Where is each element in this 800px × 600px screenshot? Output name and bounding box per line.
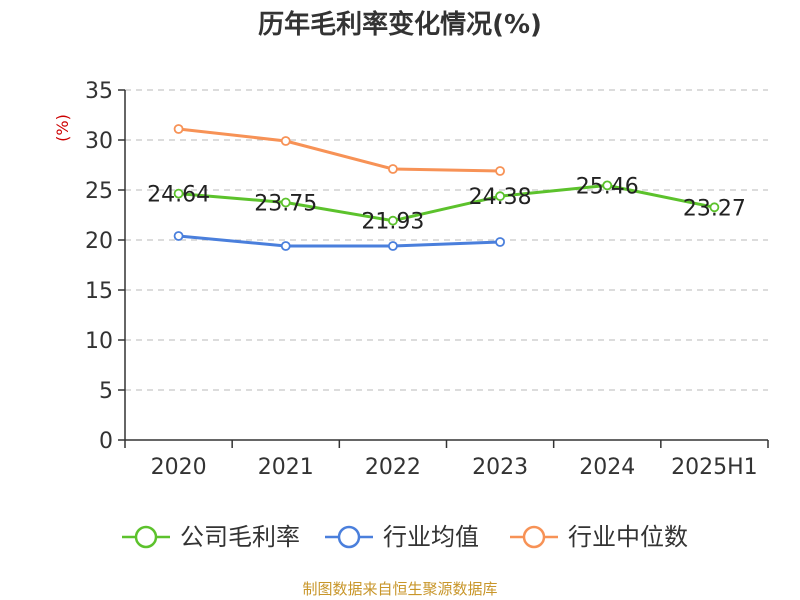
grid-lines [125,89,768,391]
legend-marker-2[interactable] [522,525,546,549]
legend-marker-0[interactable] [134,525,158,549]
data-label: 23.75 [254,192,317,217]
x-tick-label: 2023 [472,455,528,480]
data-point[interactable] [280,197,291,208]
x-tick-label: 2025H1 [671,455,758,480]
y-axis-unit: (%) [53,114,72,142]
data-label: 24.64 [147,183,210,208]
data-label: 24.38 [469,185,532,210]
data-point[interactable] [280,241,291,251]
data-point[interactable] [388,241,398,251]
data-labels: 24.64 23.75 21.93 24.38 25.46 23.27 [147,174,746,234]
y-tick-label: 30 [85,129,113,154]
data-point[interactable] [173,124,184,134]
legend-label-2[interactable]: 行业中位数 [568,523,688,551]
y-tick-label: 25 [85,179,113,204]
legend-label-0[interactable]: 公司毛利率 [180,523,300,551]
source-note: 制图数据来自恒生聚源数据库 [302,580,497,598]
data-label: 25.46 [576,174,639,199]
data-point[interactable] [173,231,184,241]
series-line-0 [178,183,715,223]
series-layer [173,124,720,251]
data-point[interactable] [388,215,398,226]
data-point[interactable] [495,191,505,202]
axes: 0 5 10 15 20 25 30 35 2020 2021 2022 2023 2024 2025H1 [85,79,769,480]
x-tick-label: 2021 [258,455,314,480]
y-tick-label: 35 [85,79,113,104]
legend-label-1[interactable]: 行业均值 [383,523,479,551]
data-label: 21.93 [361,210,424,235]
data-point[interactable] [173,188,184,199]
data-point[interactable] [280,136,291,146]
y-tick-label: 0 [99,429,113,454]
data-point[interactable] [602,180,613,191]
chart-title: 历年毛利率变化情况(%) [258,9,542,40]
y-tick-label: 5 [99,379,113,404]
data-point[interactable] [709,202,720,213]
data-point[interactable] [495,166,505,176]
data-point[interactable] [495,237,505,247]
series-line-2 [178,127,501,173]
legend-marker-1[interactable] [337,525,361,549]
legend[interactable]: 公司毛利率 行业均值 行业中位数 [122,523,688,551]
y-tick-label: 15 [85,279,113,304]
x-tick-label: 2024 [579,455,635,480]
y-tick-label: 10 [85,329,113,354]
x-tick-label: 2020 [151,455,207,480]
x-tick-label: 2022 [365,455,421,480]
y-tick-label: 20 [85,229,113,254]
data-label: 23.27 [683,196,746,221]
series-line-1 [178,234,501,248]
data-point[interactable] [388,164,398,174]
